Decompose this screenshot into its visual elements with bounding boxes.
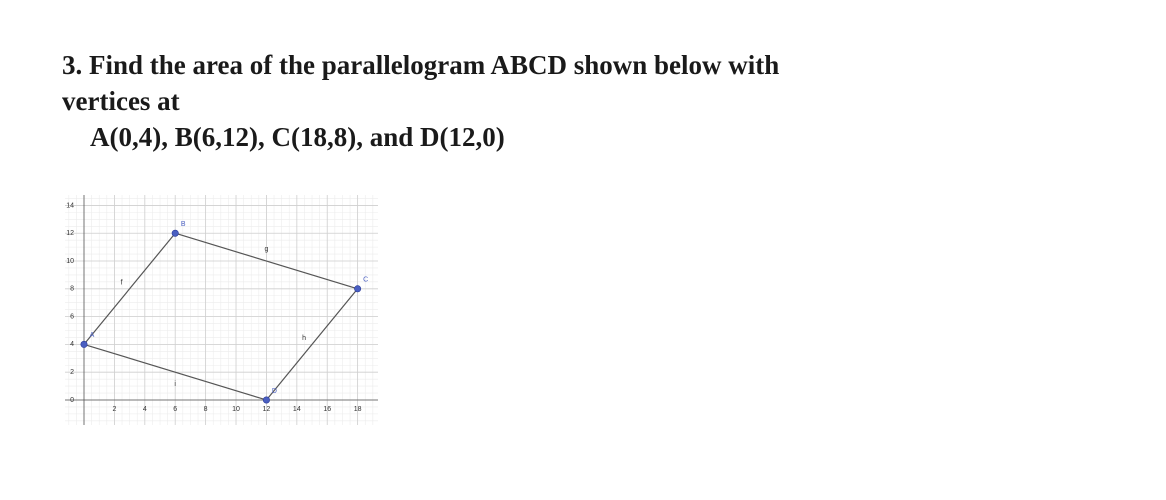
y-tick-label: 10 (66, 258, 74, 265)
segment (265, 288, 359, 401)
x-tick-label: 6 (173, 406, 177, 413)
y-tick-label: 2 (70, 369, 74, 376)
x-tick-label: 2 (112, 406, 116, 413)
point (80, 340, 88, 348)
y-tick-label: 6 (70, 313, 74, 320)
segment (83, 232, 176, 345)
x-tick-label: 18 (354, 406, 362, 413)
y-tick-label: 14 (66, 202, 74, 209)
segment-label: i (174, 381, 176, 388)
question-line: vertices at (62, 86, 180, 116)
question-line: 3. Find the area of the parallelogram AB… (62, 50, 780, 80)
x-tick-label: 14 (293, 406, 301, 413)
y-tick-label: 8 (70, 286, 74, 293)
point-label: D (272, 388, 277, 395)
point-label: A (90, 332, 95, 339)
y-tick-label: 12 (66, 230, 74, 237)
x-tick-label: 12 (263, 406, 271, 413)
y-tick-label: 4 (70, 341, 74, 348)
segment-label: f (121, 280, 123, 287)
point-label: B (181, 221, 186, 228)
point (171, 229, 179, 237)
x-tick-label: 4 (143, 406, 147, 413)
segment (175, 232, 358, 290)
x-tick-label: 10 (232, 406, 240, 413)
segment-label: h (302, 335, 306, 342)
segment-label: g (264, 246, 268, 253)
x-tick-label: 16 (323, 406, 331, 413)
point-label: C (363, 277, 368, 284)
question-line: A(0,4), B(6,12), C(18,8), and D(12,0) (90, 122, 505, 152)
segment (83, 343, 267, 401)
x-tick-label: 8 (204, 406, 208, 413)
point (262, 396, 270, 404)
point (354, 285, 362, 293)
